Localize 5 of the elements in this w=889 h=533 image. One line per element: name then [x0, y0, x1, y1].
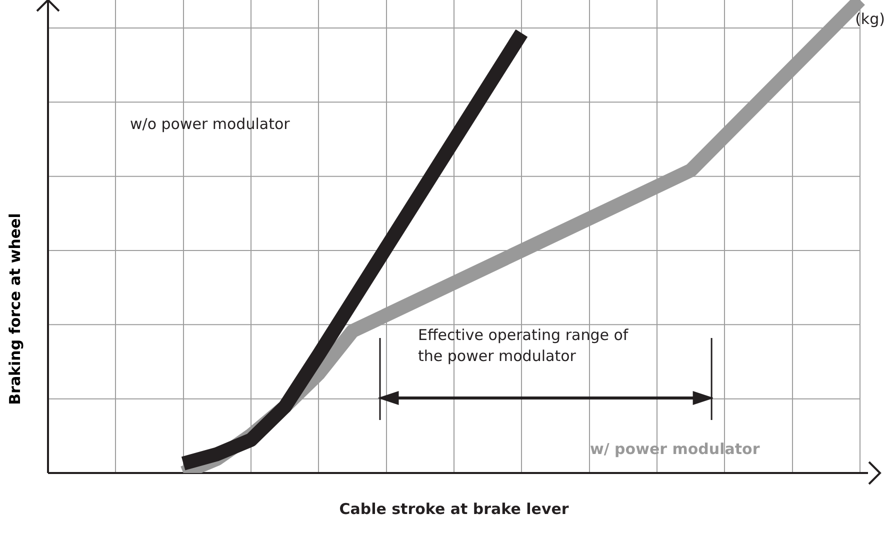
annotation: Effective operating range of the power modulator: [418, 325, 630, 367]
annotation: (kg): [855, 10, 885, 28]
text: w/o power modulator: [130, 115, 290, 133]
y-axis-title: Braking force at wheel: [6, 212, 24, 407]
x-axis-title: Cable stroke at brake lever: [339, 500, 570, 518]
